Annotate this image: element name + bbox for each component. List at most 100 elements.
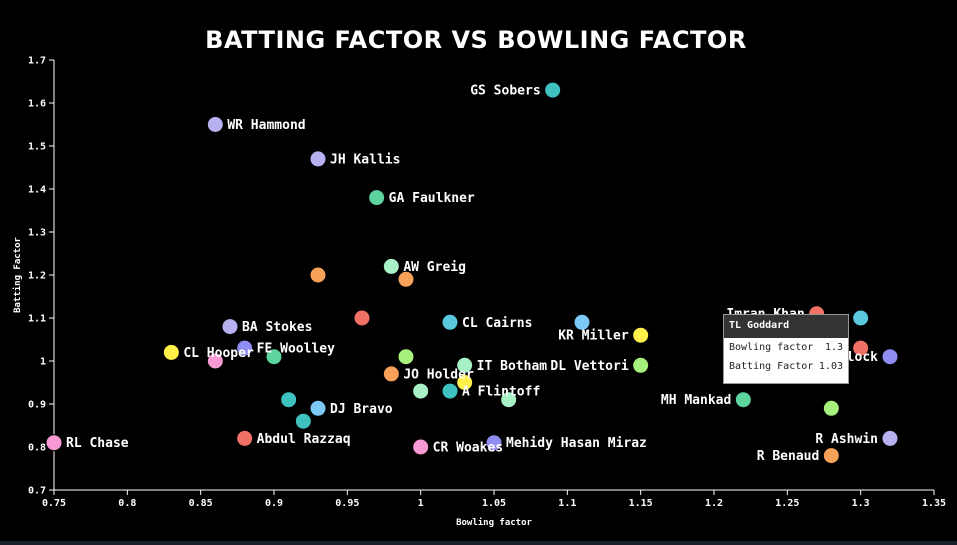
x-tick-label: 1.1 <box>558 498 576 509</box>
y-axis-title: Batting Factor <box>12 236 23 312</box>
data-point[interactable] <box>456 356 474 374</box>
point-label: CL Cairns <box>462 316 532 331</box>
data-point[interactable] <box>485 434 503 452</box>
tooltip-bowling-value: 1.3 <box>824 342 843 353</box>
data-point[interactable] <box>441 313 459 331</box>
y-tick-label: 1.4 <box>28 185 46 196</box>
data-point[interactable] <box>852 339 870 357</box>
data-point[interactable] <box>632 356 650 374</box>
data-point[interactable] <box>294 412 312 430</box>
data-point[interactable] <box>397 270 415 288</box>
data-point[interactable] <box>236 429 254 447</box>
point-label: FE Woolley <box>257 342 335 357</box>
point-label: RL Chase <box>66 436 129 451</box>
tooltip-bowling-row: Bowling factor 1.3 <box>724 338 848 357</box>
point-label: DJ Bravo <box>330 402 393 417</box>
data-point[interactable] <box>881 348 899 366</box>
data-point[interactable] <box>309 150 327 168</box>
point-label: KR Miller <box>558 329 629 344</box>
point-label: R Benaud <box>757 449 820 464</box>
data-point[interactable] <box>822 447 840 465</box>
bottom-bar <box>0 541 957 545</box>
x-tick-label: 1.05 <box>482 498 506 509</box>
data-point[interactable] <box>852 309 870 327</box>
hover-tooltip: TL Goddard Bowling factor 1.3 Batting Fa… <box>723 314 849 384</box>
point-labels: GS Sobers WR Hammond JH Kallis GA Faulkner A… <box>66 84 878 465</box>
y-tick-label: 1 <box>40 357 46 368</box>
data-point[interactable] <box>573 313 591 331</box>
chart-title: BATTING FACTOR VS BOWLING FACTOR <box>205 26 747 54</box>
data-point[interactable] <box>441 382 459 400</box>
point-label: CL Hooper <box>183 346 254 361</box>
x-tick-label: 1.25 <box>775 498 799 509</box>
y-tick-label: 0.8 <box>28 443 46 454</box>
data-point[interactable] <box>353 309 371 327</box>
axes: 0.75 0.8 0.85 0.9 0.95 1 1.05 1.1 1.15 1.2 1.25 1.3… <box>28 56 946 510</box>
tooltip-batting-row: Batting Factor 1.03 <box>724 357 848 376</box>
point-label: CR Woakes <box>433 441 503 456</box>
x-axis-title: Bowling factor <box>456 517 532 528</box>
point-label: IT Botham <box>477 359 548 374</box>
point-label: BA Stokes <box>242 320 312 335</box>
x-tick-label: 1.3 <box>852 498 870 509</box>
x-tick-label: 1 <box>418 498 424 509</box>
point-label: A Flintoff <box>462 385 540 400</box>
point-label: Abdul Razzaq <box>257 432 351 447</box>
data-point[interactable] <box>309 399 327 417</box>
data-point[interactable] <box>632 326 650 344</box>
data-point[interactable] <box>206 352 224 370</box>
data-point[interactable] <box>734 391 752 409</box>
point-label: JO Holder <box>403 367 474 382</box>
point-label: JH Kallis <box>330 152 400 167</box>
data-point[interactable] <box>412 438 430 456</box>
x-tick-label: 1.35 <box>922 498 946 509</box>
data-point[interactable] <box>368 189 386 207</box>
point-label: AW Greig <box>403 260 466 275</box>
data-point[interactable] <box>822 399 840 417</box>
point-label: GA Faulkner <box>389 191 475 206</box>
x-tick-label: 0.75 <box>42 498 66 509</box>
tooltip-batting-label: Batting Factor <box>729 361 814 372</box>
x-tick-label: 0.85 <box>189 498 213 509</box>
tooltip-title: TL Goddard <box>724 315 848 338</box>
y-tick-label: 1.7 <box>28 56 46 67</box>
data-point[interactable] <box>881 429 899 447</box>
y-tick-label: 0.7 <box>28 486 46 497</box>
point-label: WR Hammond <box>227 118 305 133</box>
y-tick-label: 0.9 <box>28 400 46 411</box>
data-point[interactable] <box>500 391 518 409</box>
point-label: MH Mankad <box>661 393 731 408</box>
data-points <box>45 81 899 465</box>
y-tick-label: 1.3 <box>28 228 46 239</box>
y-tick-label: 1.1 <box>28 314 46 325</box>
data-point[interactable] <box>221 318 239 336</box>
data-point[interactable] <box>309 266 327 284</box>
tooltip-bowling-label: Bowling factor <box>729 342 814 353</box>
data-point[interactable] <box>382 257 400 275</box>
x-tick-label: 0.9 <box>265 498 283 509</box>
point-label: GS Sobers <box>470 84 540 99</box>
data-point[interactable] <box>206 116 224 133</box>
x-tick-label: 0.95 <box>335 498 359 509</box>
data-point[interactable] <box>45 434 63 452</box>
point-label: DL Vettori <box>550 359 628 374</box>
point-label: R Ashwin <box>815 432 878 447</box>
data-point[interactable] <box>236 339 254 357</box>
y-tick-label: 1.5 <box>28 142 46 153</box>
point-label: Mehidy Hasan Miraz <box>506 436 647 451</box>
x-tick-label: 1.2 <box>705 498 723 509</box>
data-point[interactable] <box>265 348 283 366</box>
data-point[interactable] <box>162 343 180 361</box>
y-tick-label: 1.2 <box>28 271 46 282</box>
x-tick-label: 1.15 <box>629 498 653 509</box>
data-point[interactable] <box>412 382 430 400</box>
data-point[interactable] <box>280 391 298 409</box>
y-tick-label: 1.6 <box>28 99 46 110</box>
data-point[interactable] <box>544 81 562 99</box>
data-point[interactable] <box>456 374 474 391</box>
x-tick-label: 0.8 <box>118 498 136 509</box>
data-point[interactable] <box>397 348 415 366</box>
data-point[interactable] <box>382 365 400 383</box>
tooltip-batting-value: 1.03 <box>818 361 843 372</box>
